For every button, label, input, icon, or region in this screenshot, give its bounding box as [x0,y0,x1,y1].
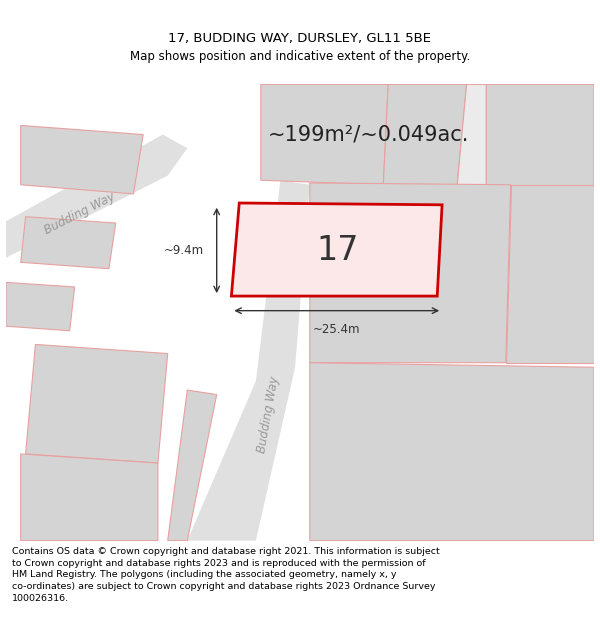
Text: 17: 17 [316,234,358,267]
Polygon shape [187,180,310,541]
Polygon shape [232,203,442,296]
Text: Budding Way: Budding Way [256,375,282,454]
Text: ~199m²/~0.049ac.: ~199m²/~0.049ac. [268,124,469,144]
Text: 17, BUDDING WAY, DURSLEY, GL11 5BE: 17, BUDDING WAY, DURSLEY, GL11 5BE [169,32,431,45]
Polygon shape [26,344,168,463]
Polygon shape [486,84,594,244]
Text: ~25.4m: ~25.4m [313,324,361,336]
Polygon shape [21,454,158,541]
Polygon shape [383,84,467,189]
Polygon shape [506,185,594,362]
Polygon shape [310,362,594,541]
Polygon shape [168,390,217,541]
Polygon shape [457,84,486,217]
Text: Map shows position and indicative extent of the property.: Map shows position and indicative extent… [130,50,470,62]
Polygon shape [261,84,388,185]
Text: Contains OS data © Crown copyright and database right 2021. This information is : Contains OS data © Crown copyright and d… [12,547,440,603]
Polygon shape [21,126,143,194]
Polygon shape [310,183,511,362]
Text: ~9.4m: ~9.4m [164,244,204,257]
Text: Budding Way: Budding Way [42,191,117,238]
Polygon shape [6,134,187,258]
Polygon shape [560,262,594,326]
Polygon shape [6,282,74,331]
Polygon shape [21,217,116,269]
